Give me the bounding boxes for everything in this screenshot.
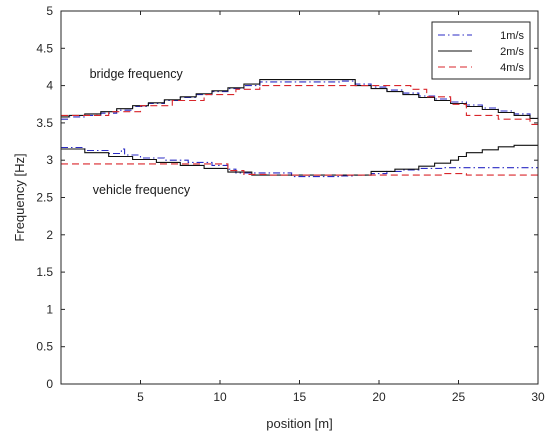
y-axis-label: Frequency [Hz] — [12, 153, 27, 241]
y-tick-label: 4 — [46, 79, 53, 93]
x-axis-label: position [m] — [266, 416, 332, 431]
x-tick-label: 5 — [137, 390, 144, 404]
series-layer — [61, 79, 539, 178]
x-tick-label: 20 — [372, 390, 386, 404]
series-line-4ms-vehicle — [61, 163, 538, 176]
legend: 1m/s 2m/s 4m/s — [431, 21, 531, 80]
x-tick-label: 30 — [531, 390, 545, 404]
legend-label: 1m/s — [500, 30, 524, 42]
x-tick-label: 15 — [293, 390, 307, 404]
annotation-vehicle: vehicle frequency — [93, 183, 191, 197]
legend-label: 4m/s — [500, 62, 524, 74]
y-tick-label: 2.5 — [36, 191, 53, 205]
series-line-4ms-bridge — [61, 85, 538, 125]
y-tick-label: 1 — [46, 302, 53, 316]
y-tick-label: 3 — [46, 153, 53, 167]
y-tick-label: 4.5 — [36, 41, 53, 55]
y-tick-label: 0.5 — [36, 340, 53, 354]
y-tick-label: 1.5 — [36, 265, 53, 279]
annotation-bridge: bridge frequency — [90, 67, 184, 81]
y-tick-label: 0 — [46, 377, 53, 391]
y-tick-label: 5 — [46, 4, 53, 18]
x-tick-label: 10 — [213, 390, 227, 404]
series-line-2ms-vehicle — [61, 144, 538, 176]
legend-label: 2m/s — [500, 46, 524, 58]
series-line-1ms-bridge — [61, 80, 539, 120]
y-tick-label: 2 — [46, 228, 53, 242]
series-line-2ms-bridge — [61, 79, 538, 119]
y-tick-label: 3.5 — [36, 116, 53, 130]
annotations: bridge frequency vehicle frequency — [90, 67, 191, 197]
axes-ticks: 5 10 15 20 25 30 0 0.5 1 1.5 2 2.5 3 3.5 4 4.5 5 — [36, 4, 545, 404]
x-tick-label: 25 — [452, 390, 466, 404]
